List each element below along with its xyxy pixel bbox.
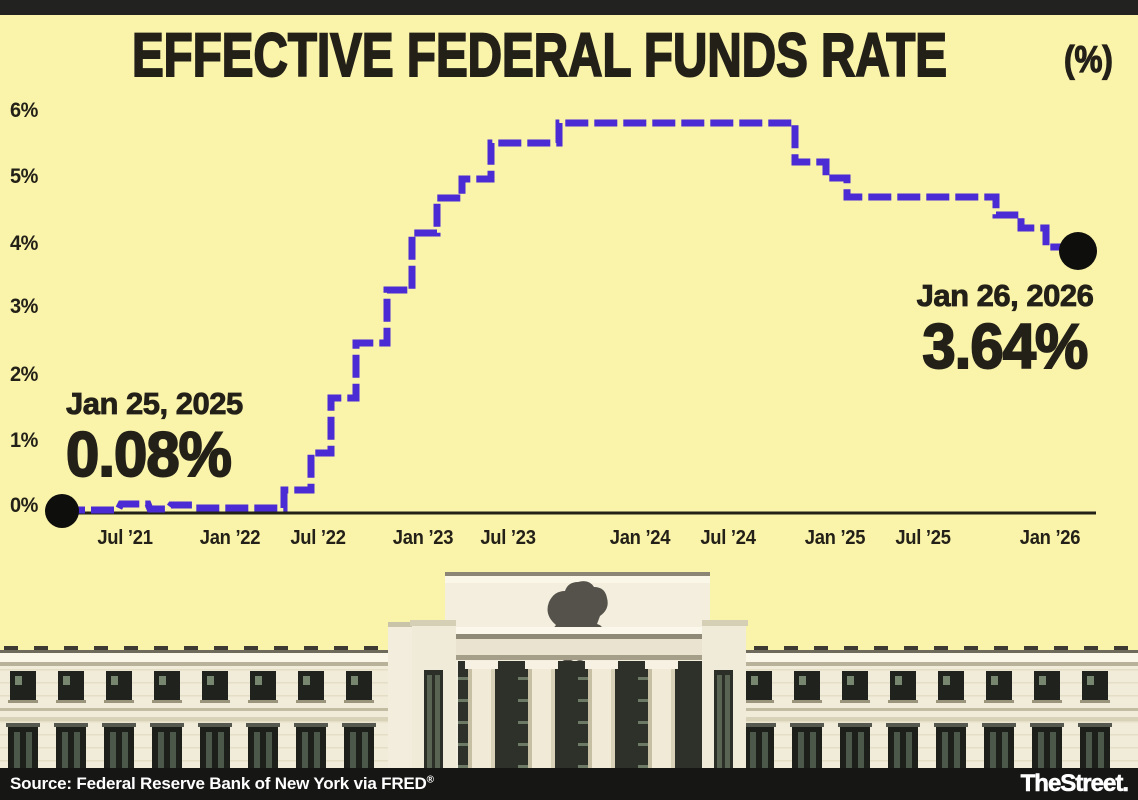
end-annotation-date: Jan 26, 2026 — [916, 278, 1094, 314]
y-axis-label: 2% — [10, 363, 38, 386]
top-border-bar — [0, 0, 1138, 15]
x-axis-label: Jul ’23 — [480, 527, 536, 549]
thestreet-logo: TheStreet. — [1020, 770, 1129, 798]
y-axis-label: 1% — [10, 429, 38, 452]
x-axis-label: Jul ’24 — [700, 527, 756, 549]
start-annotation-date: Jan 25, 2025 — [66, 386, 244, 422]
x-axis-label: Jan ’26 — [1019, 527, 1081, 549]
chart-title: EFFECTIVE FEDERAL FUNDS RATE (%) — [0, 21, 1138, 91]
rate-step-line — [62, 119, 1074, 514]
start-annotation-value: 0.08% — [65, 420, 233, 490]
end-annotation-value: 3.64% — [922, 312, 1090, 382]
registered-mark: ® — [426, 774, 434, 786]
y-axis-label: 5% — [10, 165, 38, 188]
y-axis-label: 4% — [10, 232, 38, 255]
start-point-marker — [45, 494, 79, 528]
footer-bar: Source: Federal Reserve Bank of New York… — [0, 768, 1138, 800]
y-axis-label: 0% — [10, 494, 38, 517]
chart-title-unit: (%) — [1063, 38, 1113, 80]
end-annotation: Jan 26, 2026 3.64% — [880, 278, 1130, 382]
start-annotation: Jan 25, 2025 0.08% — [65, 386, 244, 490]
x-axis-label: Jan ’24 — [609, 527, 671, 549]
x-axis-label: Jan ’22 — [199, 527, 261, 549]
x-axis-label: Jan ’23 — [392, 527, 454, 549]
x-axis-label: Jul ’21 — [97, 527, 153, 549]
chart-title-text: EFFECTIVE FEDERAL FUNDS RATE — [131, 21, 948, 89]
x-axis-label: Jul ’22 — [290, 527, 346, 549]
y-axis-label: 3% — [10, 295, 38, 318]
source-credit: Source: Federal Reserve Bank of New York… — [10, 774, 434, 793]
x-axis-label: Jul ’25 — [895, 527, 951, 549]
end-point-marker — [1059, 232, 1097, 270]
x-axis-label: Jan ’25 — [804, 527, 866, 549]
y-axis-label: 6% — [10, 99, 38, 122]
